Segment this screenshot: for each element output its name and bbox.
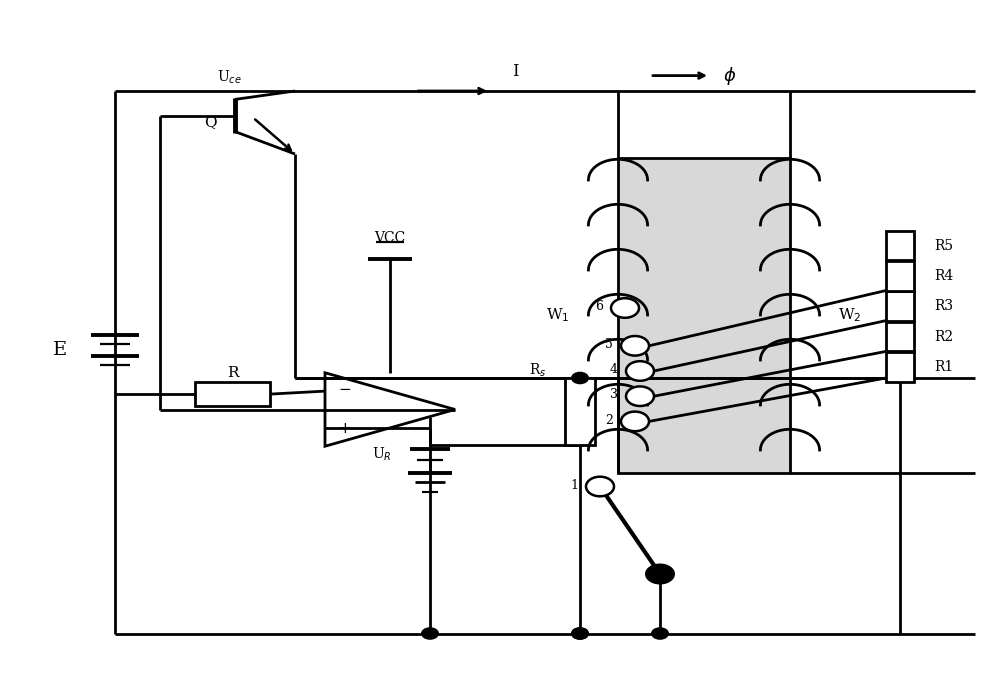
Bar bbox=[886, 322, 914, 351]
Text: R5: R5 bbox=[934, 239, 954, 253]
Text: 5: 5 bbox=[605, 338, 613, 351]
Circle shape bbox=[571, 372, 589, 384]
Text: 3: 3 bbox=[610, 389, 618, 401]
Bar bbox=[886, 231, 914, 260]
Text: R$_s$: R$_s$ bbox=[529, 362, 547, 379]
Circle shape bbox=[645, 564, 675, 584]
Text: VCC: VCC bbox=[374, 231, 406, 245]
Circle shape bbox=[586, 477, 614, 496]
Circle shape bbox=[621, 336, 649, 356]
Text: E: E bbox=[53, 341, 67, 359]
Text: I: I bbox=[512, 63, 518, 80]
Circle shape bbox=[621, 412, 649, 431]
Circle shape bbox=[571, 627, 589, 640]
Text: $+$: $+$ bbox=[338, 422, 352, 436]
Bar bbox=[886, 291, 914, 321]
Text: W$_1$: W$_1$ bbox=[546, 306, 570, 324]
Text: $\phi$: $\phi$ bbox=[723, 64, 737, 87]
Circle shape bbox=[626, 361, 654, 381]
Text: R2: R2 bbox=[934, 330, 954, 344]
Text: R1: R1 bbox=[934, 360, 954, 374]
Text: W$_2$: W$_2$ bbox=[838, 306, 862, 324]
Bar bbox=[195, 382, 270, 406]
Text: R: R bbox=[227, 366, 238, 380]
Circle shape bbox=[611, 298, 639, 318]
Bar bbox=[886, 352, 914, 382]
Text: Q: Q bbox=[204, 116, 217, 130]
Circle shape bbox=[626, 386, 654, 406]
Bar bbox=[565, 378, 595, 444]
Text: $-$: $-$ bbox=[338, 381, 352, 395]
Circle shape bbox=[421, 627, 439, 640]
Text: R4: R4 bbox=[934, 269, 954, 283]
Text: U$_R$: U$_R$ bbox=[372, 446, 392, 463]
Circle shape bbox=[571, 627, 589, 640]
Bar bbox=[886, 261, 914, 290]
Text: 4: 4 bbox=[610, 363, 618, 376]
Text: 2: 2 bbox=[605, 414, 613, 426]
Text: 1: 1 bbox=[570, 479, 578, 491]
Text: U$_{ce}$: U$_{ce}$ bbox=[217, 69, 242, 85]
Text: 6: 6 bbox=[595, 300, 603, 313]
Text: R3: R3 bbox=[934, 299, 954, 313]
Bar bbox=[618, 158, 790, 473]
Circle shape bbox=[651, 627, 669, 640]
